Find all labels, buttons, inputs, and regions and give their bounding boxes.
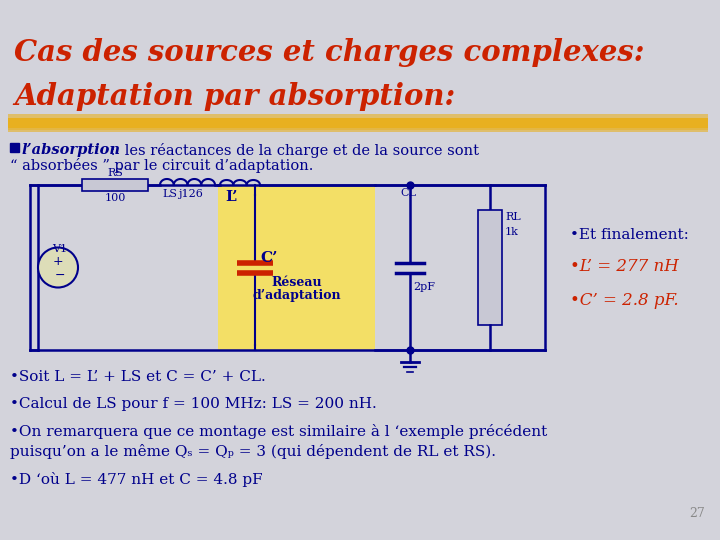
Text: •Et finalement:: •Et finalement: bbox=[570, 228, 689, 242]
Bar bbox=[8, 118, 708, 128]
Text: C’: C’ bbox=[260, 251, 277, 265]
Text: 100: 100 bbox=[104, 193, 126, 203]
Text: Adaptation par absorption:: Adaptation par absorption: bbox=[14, 82, 455, 111]
Text: •Soit L = L’ + LS et C = C’ + CL.: •Soit L = L’ + LS et C = C’ + CL. bbox=[10, 370, 266, 384]
Text: •Calcul de LS pour f = 100 MHz: LS = 200 nH.: •Calcul de LS pour f = 100 MHz: LS = 200… bbox=[10, 397, 377, 411]
Text: RS: RS bbox=[107, 168, 123, 178]
Bar bbox=[8, 114, 708, 132]
Bar bbox=[10, 143, 19, 152]
Text: Réseau: Réseau bbox=[271, 275, 322, 288]
Bar bbox=[82, 179, 148, 191]
Text: 27: 27 bbox=[689, 507, 705, 520]
Text: 1k: 1k bbox=[505, 227, 519, 237]
Circle shape bbox=[38, 247, 78, 287]
Text: L’: L’ bbox=[225, 190, 238, 204]
Text: •D ‘où L = 477 nH et C = 4.8 pF: •D ‘où L = 477 nH et C = 4.8 pF bbox=[10, 472, 263, 487]
Text: “ absorbées ” par le circuit d’adaptation.: “ absorbées ” par le circuit d’adaptatio… bbox=[10, 158, 313, 173]
Text: Cas des sources et charges complexes:: Cas des sources et charges complexes: bbox=[14, 38, 644, 67]
Text: puisqu’on a le même Qₛ = Qₚ = 3 (qui dépendent de RL et RS).: puisqu’on a le même Qₛ = Qₚ = 3 (qui dép… bbox=[10, 444, 496, 459]
Text: V1: V1 bbox=[52, 244, 67, 253]
Text: RL: RL bbox=[505, 212, 521, 222]
Text: •On remarquera que ce montage est similaire à l ‘exemple précédent: •On remarquera que ce montage est simila… bbox=[10, 424, 547, 439]
Bar bbox=[218, 185, 375, 350]
Text: +: + bbox=[53, 255, 63, 268]
Text: :  les réactances de la charge et de la source sont: : les réactances de la charge et de la s… bbox=[106, 143, 479, 158]
Text: d’adaptation: d’adaptation bbox=[252, 289, 341, 302]
Text: •C’ = 2.8 pF.: •C’ = 2.8 pF. bbox=[570, 292, 679, 309]
Text: j126: j126 bbox=[178, 189, 203, 199]
Bar bbox=[8, 122, 708, 130]
Text: −: − bbox=[55, 269, 66, 282]
Text: •L’ = 277 nH: •L’ = 277 nH bbox=[570, 258, 679, 275]
Text: CL: CL bbox=[400, 188, 416, 198]
Text: 2pF: 2pF bbox=[413, 281, 435, 292]
Bar bbox=[478, 210, 502, 325]
Text: LS: LS bbox=[162, 189, 177, 199]
Text: l’absorption: l’absorption bbox=[22, 143, 121, 157]
